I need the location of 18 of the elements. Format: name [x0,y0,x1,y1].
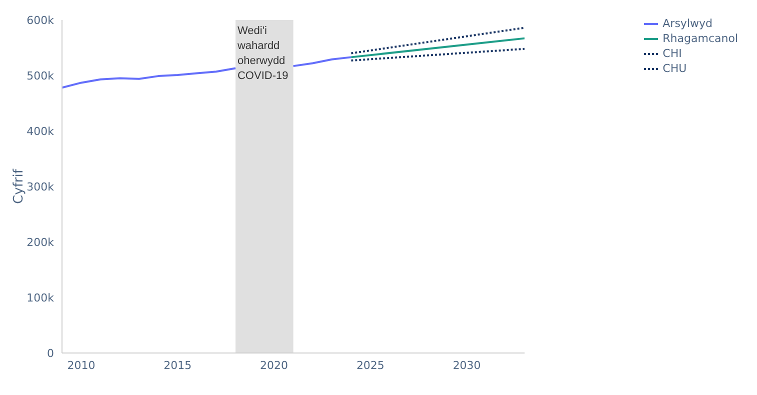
y-axis-title: Cyfrif [12,168,27,204]
legend-label: Rhagamcanol [662,32,738,45]
x-tick-label: 2010 [67,358,96,372]
x-tick-label: 2020 [260,358,288,372]
y-tick-label: 0 [47,346,54,360]
y-tick-label: 100k [26,291,55,304]
y-tick-label: 200k [26,236,55,249]
y-tick-label: 500k [26,69,55,82]
y-tick-label: 300k [26,180,55,194]
legend-label: Arsylwyd [662,17,712,30]
y-tick-label: 600k [26,14,55,27]
x-tick-label: 2025 [356,358,384,372]
band-label: Wedi'i wahardd oherwydd COVID-19 [236,25,288,82]
x-tick-label: 2030 [452,358,481,372]
y-tick-label: 400k [26,124,55,138]
x-tick-label: 2015 [164,358,192,372]
legend-label: CHU [662,62,687,75]
legend-label: CHI [662,47,682,60]
